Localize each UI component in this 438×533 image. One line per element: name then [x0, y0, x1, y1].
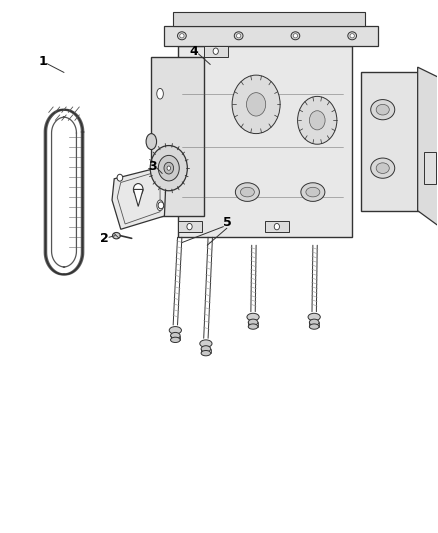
Text: 4: 4 — [190, 45, 198, 58]
Ellipse shape — [170, 333, 180, 339]
FancyBboxPatch shape — [204, 46, 228, 56]
FancyBboxPatch shape — [177, 46, 352, 237]
Ellipse shape — [248, 324, 258, 329]
Ellipse shape — [201, 351, 211, 356]
Ellipse shape — [350, 34, 354, 38]
FancyBboxPatch shape — [177, 221, 201, 232]
Ellipse shape — [240, 187, 254, 197]
FancyBboxPatch shape — [424, 152, 436, 184]
Ellipse shape — [293, 34, 297, 38]
Ellipse shape — [309, 111, 325, 130]
Ellipse shape — [213, 48, 219, 54]
Ellipse shape — [201, 346, 211, 352]
Text: 1: 1 — [39, 55, 47, 68]
Ellipse shape — [297, 96, 337, 144]
Ellipse shape — [169, 327, 181, 334]
Ellipse shape — [247, 313, 259, 321]
FancyBboxPatch shape — [173, 12, 365, 26]
Ellipse shape — [308, 313, 320, 321]
Ellipse shape — [234, 32, 243, 40]
FancyBboxPatch shape — [164, 26, 378, 46]
FancyBboxPatch shape — [151, 56, 204, 216]
Ellipse shape — [177, 32, 186, 40]
Ellipse shape — [158, 202, 164, 209]
Ellipse shape — [187, 223, 192, 230]
Ellipse shape — [170, 337, 180, 343]
Ellipse shape — [306, 187, 320, 197]
Ellipse shape — [309, 319, 319, 326]
Ellipse shape — [376, 104, 389, 115]
Ellipse shape — [158, 156, 179, 181]
Ellipse shape — [371, 100, 395, 120]
Ellipse shape — [134, 183, 143, 195]
FancyBboxPatch shape — [265, 221, 289, 232]
Ellipse shape — [309, 324, 319, 329]
Ellipse shape — [248, 319, 258, 326]
Ellipse shape — [164, 163, 173, 174]
Text: 3: 3 — [148, 160, 157, 173]
Ellipse shape — [291, 32, 300, 40]
Ellipse shape — [117, 174, 123, 181]
Ellipse shape — [157, 200, 163, 211]
Ellipse shape — [274, 223, 279, 230]
Polygon shape — [134, 189, 143, 206]
Ellipse shape — [113, 232, 120, 239]
Ellipse shape — [180, 34, 184, 38]
Ellipse shape — [235, 183, 259, 201]
Text: 5: 5 — [223, 216, 232, 229]
Text: 2: 2 — [100, 232, 109, 245]
Ellipse shape — [150, 146, 187, 191]
FancyBboxPatch shape — [361, 72, 422, 211]
Polygon shape — [112, 165, 166, 229]
Ellipse shape — [146, 134, 156, 150]
Ellipse shape — [237, 34, 241, 38]
Ellipse shape — [247, 93, 266, 116]
Ellipse shape — [167, 166, 170, 170]
Ellipse shape — [348, 32, 357, 40]
Ellipse shape — [200, 340, 212, 348]
Polygon shape — [418, 67, 438, 227]
Ellipse shape — [371, 158, 395, 178]
Ellipse shape — [301, 183, 325, 201]
Ellipse shape — [376, 163, 389, 173]
Ellipse shape — [157, 88, 163, 99]
Ellipse shape — [232, 75, 280, 134]
